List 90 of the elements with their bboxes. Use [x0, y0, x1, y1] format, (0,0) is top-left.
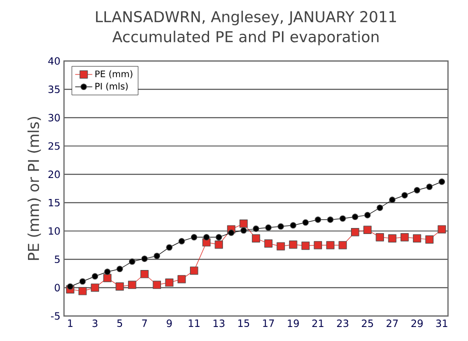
x-tick-label: 11: [188, 320, 200, 327]
point: [400, 233, 409, 242]
x-tick-label: 7: [142, 320, 147, 327]
point: [438, 178, 446, 185]
point: [140, 270, 149, 278]
point: [203, 234, 210, 240]
point: [438, 225, 446, 234]
x-tick-label: 13: [214, 320, 224, 328]
x-tick-label: 3: [92, 320, 98, 328]
point: [240, 227, 247, 234]
point: [290, 222, 296, 229]
point: [265, 224, 272, 231]
point: [252, 226, 260, 232]
x-tick-label: 27: [386, 320, 398, 327]
point: [78, 286, 87, 296]
point: [389, 196, 396, 204]
x-tick-label: 29: [411, 320, 423, 328]
point: [276, 242, 285, 250]
point: [326, 241, 334, 250]
point: [116, 282, 124, 291]
point: [240, 220, 248, 228]
point: [302, 219, 309, 226]
point: [66, 283, 74, 290]
point: [364, 212, 371, 218]
point: [363, 226, 372, 234]
x-tick-label: 19: [288, 320, 299, 328]
point: [178, 275, 186, 284]
point: [314, 216, 322, 223]
x-tick-label: 25: [362, 320, 373, 328]
point: [165, 278, 174, 287]
point: [412, 234, 422, 242]
y-tick-label: 10: [48, 227, 60, 235]
point: [216, 234, 222, 240]
y-tick-label: 15: [48, 198, 60, 206]
point: [128, 258, 136, 265]
x-tick-label: 23: [337, 320, 348, 328]
point: [388, 234, 396, 242]
point: [103, 274, 112, 282]
y-tick-label: 5: [54, 256, 60, 264]
point: [314, 241, 322, 250]
point: [178, 238, 185, 244]
point: [376, 204, 384, 211]
point: [166, 244, 172, 251]
point: [90, 284, 100, 292]
point: [426, 184, 433, 190]
legend-label: PE (mm): [95, 70, 132, 78]
point: [376, 233, 384, 242]
point: [401, 192, 408, 198]
x-tick-label: 15: [238, 320, 250, 327]
y-tick-label: 0: [54, 284, 60, 292]
y-tick-label: 35: [48, 86, 60, 94]
point: [252, 234, 260, 242]
point: [338, 241, 347, 250]
y-tick-label: 25: [48, 142, 60, 150]
point: [327, 216, 334, 223]
x-tick-label: 1: [68, 320, 72, 327]
point: [128, 280, 136, 289]
point: [289, 240, 298, 249]
point: [116, 266, 123, 272]
point: [154, 252, 160, 260]
y-tick-label: 30: [48, 114, 60, 122]
point: [190, 266, 198, 275]
point: [301, 242, 310, 250]
point: [104, 268, 111, 276]
point: [414, 187, 420, 194]
point: [264, 239, 272, 248]
point: [214, 240, 223, 249]
x-tick-label: 21: [312, 320, 324, 327]
x-tick-label: 9: [166, 320, 172, 328]
point: [351, 228, 360, 236]
point: [141, 256, 148, 262]
point: [92, 273, 98, 280]
point: [352, 214, 358, 220]
legend-label: PI (mls): [95, 82, 128, 91]
y-axis-title: PE (mm) or PI (mls): [28, 116, 41, 260]
y-tick-label: 20: [48, 170, 60, 178]
point: [425, 235, 434, 244]
point: [79, 278, 86, 285]
point: [278, 223, 284, 230]
x-tick-label: 17: [263, 320, 274, 327]
point: [228, 230, 234, 236]
y-tick-label: 40: [48, 57, 60, 65]
chart-subtitle: Accumulated PE and PI evaporation: [112, 30, 378, 46]
point: [152, 280, 162, 289]
chart-title: LLANSADWRN, Anglesey, JANUARY 2011: [96, 10, 396, 26]
y-tick-label: -5: [50, 312, 60, 320]
x-tick-label: 5: [117, 320, 122, 327]
point: [340, 215, 346, 222]
point: [190, 234, 198, 240]
x-tick-label: 31: [436, 320, 448, 328]
